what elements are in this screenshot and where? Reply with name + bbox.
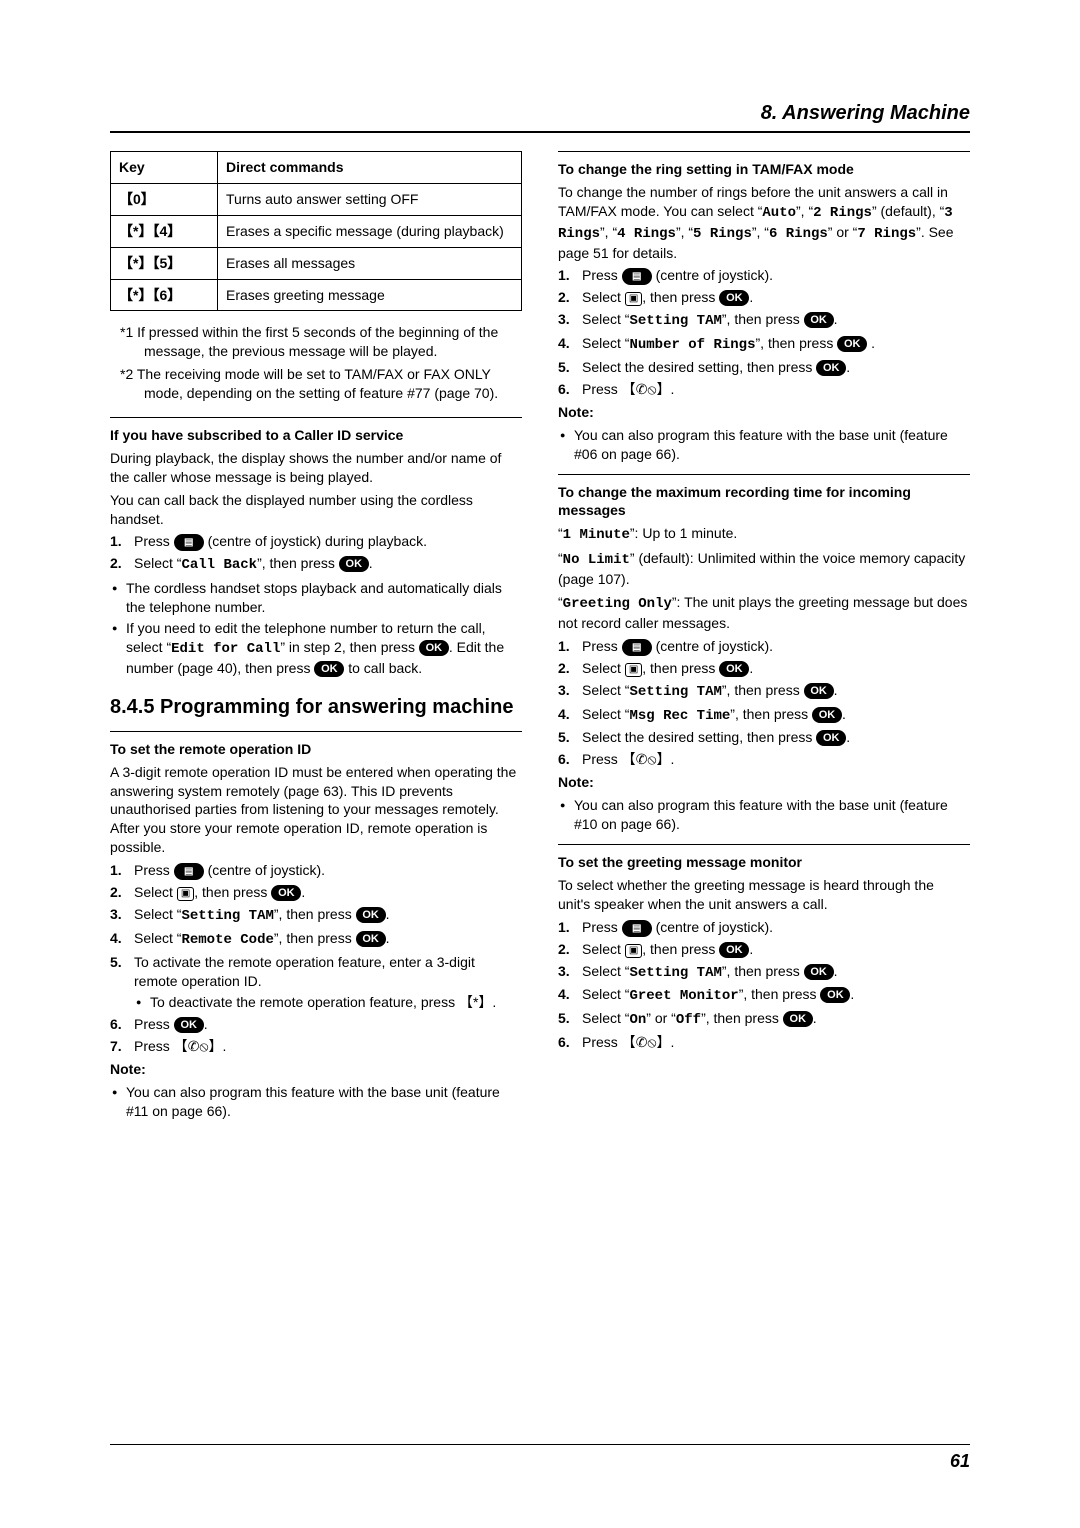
hangup-icon: ✆⦸ (636, 381, 657, 397)
step: Select “Greet Monitor”, then press OK. (558, 985, 970, 1006)
step: Select “Setting TAM”, then press OK. (110, 905, 522, 926)
note-bullet: You can also program this feature with t… (110, 1083, 522, 1121)
ok-icon: OK (804, 683, 834, 699)
ok-icon: OK (174, 1017, 204, 1033)
joystick-icon (622, 268, 652, 285)
caller-id-heading: If you have subscribed to a Caller ID se… (110, 426, 522, 445)
step: Select “Call Back”, then press OK. (110, 554, 522, 575)
ok-icon: OK (356, 907, 386, 923)
note-label: Note: (110, 1060, 522, 1079)
step: Press 【✆⦸】. (558, 380, 970, 399)
tape-icon: ▣ (177, 887, 194, 901)
hangup-icon: ✆⦸ (636, 1034, 657, 1050)
body-text: “1 Minute”: Up to 1 minute. (558, 524, 970, 545)
body-text: To change the number of rings before the… (558, 183, 970, 263)
bullet: If you need to edit the telephone number… (110, 619, 522, 678)
step: Press (centre of joystick). (110, 861, 522, 880)
body-text: “Greeting Only”: The unit plays the gree… (558, 593, 970, 633)
step: Select the desired setting, then press O… (558, 358, 970, 377)
step: Press (centre of joystick) during playba… (110, 532, 522, 551)
joystick-icon (622, 639, 652, 656)
joystick-icon (622, 920, 652, 937)
step: Press (centre of joystick). (558, 918, 970, 937)
step: Press 【✆⦸】. (110, 1037, 522, 1056)
ok-icon: OK (812, 707, 842, 723)
ok-icon: OK (820, 987, 850, 1003)
step: Select “Setting TAM”, then press OK. (558, 962, 970, 983)
step: Select “Setting TAM”, then press OK. (558, 310, 970, 331)
remote-id-heading: To set the remote operation ID (110, 740, 522, 759)
table-row: 【*】【5】 Erases all messages (111, 247, 522, 279)
ok-icon: OK (314, 661, 344, 677)
table-row: 【0】 Turns auto answer setting OFF (111, 183, 522, 215)
body-text: You can call back the displayed number u… (110, 491, 522, 529)
ok-icon: OK (804, 312, 834, 328)
tape-icon: ▣ (625, 663, 642, 677)
step: Press OK. (110, 1015, 522, 1034)
tape-icon: ▣ (625, 292, 642, 306)
body-text: To select whether the greeting message i… (558, 876, 970, 914)
bullet: The cordless handset stops playback and … (110, 579, 522, 617)
body-text: A 3-digit remote operation ID must be en… (110, 763, 522, 857)
body-text: “No Limit” (default): Unlimited within t… (558, 549, 970, 589)
step: Select ▣, then press OK. (558, 659, 970, 678)
joystick-icon (174, 863, 204, 880)
table-footnotes: *1 If pressed within the first 5 seconds… (120, 323, 522, 403)
ok-icon: OK (339, 556, 369, 572)
table-head-key: Key (111, 152, 218, 184)
body-text: During playback, the display shows the n… (110, 449, 522, 487)
note-label: Note: (558, 773, 970, 792)
step: Press 【✆⦸】. (558, 750, 970, 769)
chapter-title: 8. Answering Machine (110, 100, 970, 133)
table-head-cmd: Direct commands (218, 152, 522, 184)
tape-icon: ▣ (625, 944, 642, 958)
step: Select ▣, then press OK. (558, 288, 970, 307)
section-heading: 8.4.5 Programming for answering machine (110, 694, 522, 721)
note-label: Note: (558, 403, 970, 422)
ok-icon: OK (719, 290, 749, 306)
ok-icon: OK (719, 942, 749, 958)
step: Select ▣, then press OK. (110, 883, 522, 902)
step: To activate the remote operation feature… (110, 953, 522, 1012)
ok-icon: OK (719, 661, 749, 677)
note-bullet: You can also program this feature with t… (558, 796, 970, 834)
hangup-icon: ✆⦸ (636, 751, 657, 767)
greet-heading: To set the greeting message monitor (558, 853, 970, 872)
step: Select “On” or “Off”, then press OK. (558, 1009, 970, 1030)
ok-icon: OK (804, 964, 834, 980)
step: Select the desired setting, then press O… (558, 728, 970, 747)
ok-icon: OK (816, 360, 846, 376)
step: Press 【✆⦸】. (558, 1033, 970, 1052)
step: Press (centre of joystick). (558, 266, 970, 285)
step: Select “Msg Rec Time”, then press OK. (558, 705, 970, 726)
step: Press (centre of joystick). (558, 637, 970, 656)
direct-commands-table: Key Direct commands 【0】 Turns auto answe… (110, 151, 522, 311)
step: Select “Remote Code”, then press OK. (110, 929, 522, 950)
rectime-heading: To change the maximum recording time for… (558, 483, 970, 521)
note-bullet: You can also program this feature with t… (558, 426, 970, 464)
page-number: 61 (110, 1444, 970, 1473)
joystick-icon (174, 534, 204, 551)
step: Select ▣, then press OK. (558, 940, 970, 959)
step: Select “Setting TAM”, then press OK. (558, 681, 970, 702)
ok-icon: OK (356, 931, 386, 947)
ring-heading: To change the ring setting in TAM/FAX mo… (558, 160, 970, 179)
ok-icon: OK (271, 885, 301, 901)
table-row: 【*】【6】 Erases greeting message (111, 279, 522, 311)
ok-icon: OK (837, 336, 867, 352)
sub-bullet: To deactivate the remote operation featu… (134, 993, 522, 1012)
ok-icon: OK (816, 730, 846, 746)
table-row: 【*】【4】 Erases a specific message (during… (111, 215, 522, 247)
hangup-icon: ✆⦸ (188, 1038, 209, 1054)
step: Select “Number of Rings”, then press OK … (558, 334, 970, 355)
ok-icon: OK (419, 640, 449, 656)
ok-icon: OK (783, 1011, 813, 1027)
